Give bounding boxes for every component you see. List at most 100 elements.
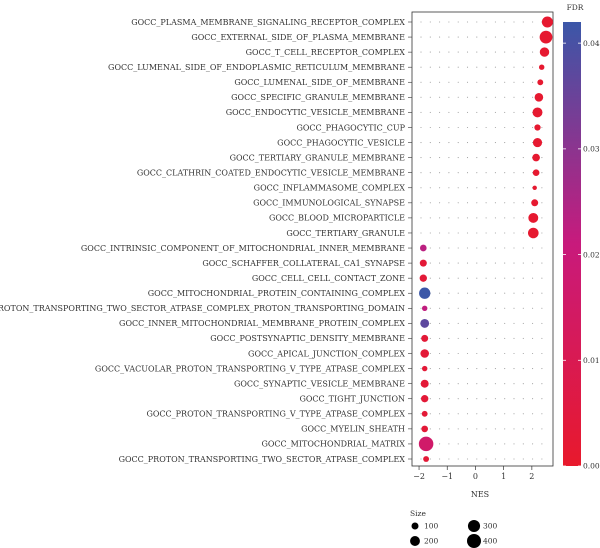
grid-dot bbox=[504, 172, 506, 174]
grid-dot bbox=[504, 262, 506, 264]
grid-dot bbox=[513, 172, 515, 174]
grid-dot bbox=[457, 187, 459, 189]
grid-dot bbox=[476, 368, 478, 370]
grid-dot bbox=[420, 66, 422, 68]
grid-dot bbox=[522, 217, 524, 219]
grid-dot bbox=[457, 322, 459, 324]
term-label: GOCC_IMMUNOLOGICAL_SYNAPSE bbox=[253, 199, 405, 208]
grid-dot bbox=[522, 262, 524, 264]
grid-dot bbox=[448, 413, 450, 415]
grid-dot bbox=[429, 428, 431, 430]
grid-dot bbox=[420, 21, 422, 23]
grid-dot bbox=[485, 21, 487, 23]
grid-dot bbox=[504, 413, 506, 415]
grid-dot bbox=[429, 111, 431, 113]
grid-dot bbox=[420, 81, 422, 83]
grid-dot bbox=[420, 142, 422, 144]
grid-dot bbox=[439, 142, 441, 144]
grid-dot bbox=[420, 96, 422, 98]
grid-dot bbox=[485, 307, 487, 309]
grid-dot bbox=[513, 232, 515, 234]
grid-dot bbox=[420, 157, 422, 159]
grid-dot bbox=[457, 81, 459, 83]
data-point bbox=[541, 16, 553, 28]
data-point bbox=[421, 365, 428, 372]
grid-dot bbox=[532, 413, 534, 415]
grid-dot bbox=[494, 413, 496, 415]
grid-dot bbox=[522, 36, 524, 38]
grid-dot bbox=[457, 157, 459, 159]
grid-dot bbox=[541, 292, 543, 294]
grid-dot bbox=[439, 458, 441, 460]
grid-dot bbox=[485, 142, 487, 144]
grid-dot bbox=[513, 413, 515, 415]
grid-dot bbox=[532, 398, 534, 400]
grid-dot bbox=[439, 51, 441, 53]
grid-dot bbox=[439, 202, 441, 204]
grid-dot bbox=[485, 217, 487, 219]
colorbar-tick-label: 0.02 bbox=[583, 250, 600, 259]
grid-dot bbox=[504, 443, 506, 445]
grid-dot bbox=[476, 51, 478, 53]
grid-dot bbox=[476, 21, 478, 23]
grid-dot bbox=[541, 217, 543, 219]
grid-dot bbox=[457, 172, 459, 174]
grid-dot bbox=[532, 277, 534, 279]
data-point bbox=[531, 199, 539, 207]
grid-dot bbox=[476, 428, 478, 430]
grid-dot bbox=[513, 368, 515, 370]
grid-dot bbox=[513, 383, 515, 385]
data-point bbox=[421, 305, 428, 312]
grid-dot bbox=[439, 247, 441, 249]
grid-dot bbox=[513, 36, 515, 38]
grid-dot bbox=[429, 81, 431, 83]
grid-dot bbox=[466, 187, 469, 189]
grid-dot bbox=[476, 96, 478, 98]
term-label: GOCC_CLATHRIN_COATED_ENDOCYTIC_VESICLE_M… bbox=[137, 169, 405, 178]
grid-dot bbox=[522, 322, 524, 324]
grid-dot bbox=[485, 352, 487, 355]
grid-dot bbox=[439, 217, 441, 219]
grid-dot bbox=[485, 398, 487, 400]
grid-dot bbox=[522, 126, 524, 129]
grid-dot bbox=[466, 51, 469, 53]
grid-dot bbox=[532, 81, 534, 83]
grid-dot bbox=[448, 277, 450, 279]
grid-dot bbox=[494, 157, 496, 159]
data-point bbox=[421, 334, 429, 342]
grid-dot bbox=[522, 413, 524, 415]
data-point bbox=[539, 47, 550, 57]
grid-dot bbox=[522, 307, 524, 309]
size-legend-circle bbox=[410, 536, 420, 546]
size-legend-label: 300 bbox=[483, 522, 498, 531]
grid-dot bbox=[513, 81, 515, 83]
grid-dot bbox=[439, 21, 441, 23]
grid-dot bbox=[532, 66, 534, 68]
grid-dot bbox=[522, 277, 524, 279]
grid-dot bbox=[429, 217, 431, 219]
grid-dot bbox=[420, 36, 422, 38]
grid-dot bbox=[429, 142, 431, 144]
grid-dot bbox=[420, 428, 422, 430]
data-point bbox=[532, 185, 537, 191]
grid-dot bbox=[504, 428, 506, 430]
grid-dot bbox=[457, 428, 459, 430]
data-point bbox=[532, 153, 540, 162]
grid-dot bbox=[513, 96, 515, 98]
grid-dot bbox=[513, 202, 515, 204]
grid-dot bbox=[439, 126, 441, 129]
grid-dot bbox=[485, 96, 487, 98]
term-label: GOCC_EXTERNAL_SIDE_OF_PLASMA_MEMBRANE bbox=[191, 33, 405, 42]
grid-dot bbox=[466, 81, 469, 83]
grid-dot bbox=[485, 337, 487, 339]
grid-dot bbox=[513, 443, 515, 445]
grid-dot bbox=[457, 247, 459, 249]
grid-dot bbox=[494, 262, 496, 264]
grid-dot bbox=[522, 337, 524, 339]
grid-dot bbox=[522, 81, 524, 83]
grid-dot bbox=[466, 337, 469, 339]
size-legend-title: Size bbox=[410, 509, 426, 518]
grid-dot bbox=[476, 172, 478, 174]
grid-dot bbox=[532, 352, 534, 355]
